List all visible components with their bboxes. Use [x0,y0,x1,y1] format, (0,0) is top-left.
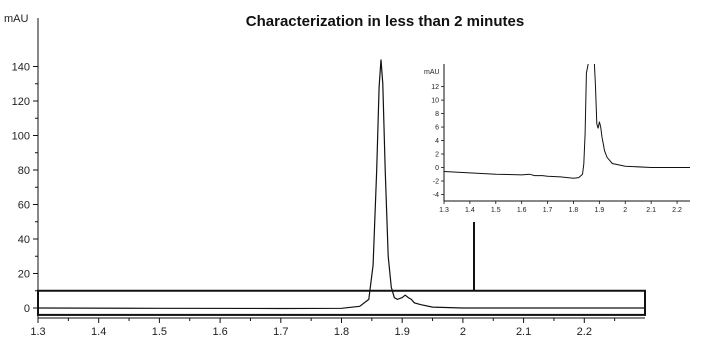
inset-chart: -4 -2 0 2 4 6 8 10 12 1.3 1.4 1.5 1.6 1.7 1.8 1.9 2 2.1 2.… [431,64,690,214]
main-y-tick-label: 60 [18,200,30,212]
inset-y-tick-label: -2 [433,178,439,185]
inset-y-tick-label: 6 [435,125,439,132]
main-x-tick-label: 1.5 [152,326,167,337]
main-x-tick-label: 1.6 [212,326,227,337]
inset-x-tick-label: 1.9 [595,207,605,214]
main-x-tick-label: 2.2 [577,326,592,337]
main-x-tick-label: 2 [460,326,466,337]
inset-x-tick-label: 1.3 [439,207,449,214]
inset-x-tick-label: 1.8 [569,207,579,214]
main-x-tick-label: 1.9 [395,326,410,337]
main-x-tick-label: 1.8 [334,326,349,337]
main-series-line [37,59,645,310]
main-x-tick-label: 1.3 [30,326,45,337]
inset-y-tick-label: 2 [435,152,439,159]
main-y-tick-label: 100 [12,131,30,143]
inset-y-tick-label: 8 [435,111,439,118]
chart-title: Characterization in less than 2 minutes [246,13,524,30]
inset-x-tick-label: 2.2 [672,207,682,214]
main-y-tick-label: 80 [18,165,30,177]
main-y-tick-label: 140 [12,62,30,74]
main-x-tick-label: 1.4 [91,326,106,337]
inset-y-tick-label: 0 [435,165,439,172]
inset-x-tick-label: 2.1 [646,207,656,214]
inset-y-unit-label: mAU [424,69,440,76]
inset-x-tick-label: 1.6 [517,207,527,214]
main-y-tick-label: 20 [18,269,30,281]
main-y-tick-label: 120 [12,96,30,108]
inset-series-line [444,64,690,179]
main-y-tick-label: 0 [24,303,30,315]
zoom-region-box [37,289,646,316]
inset-y-tick-label: -4 [433,192,439,199]
inset-y-tick-label: 12 [431,84,439,91]
inset-x-tick-label: 1.7 [543,207,553,214]
main-y-unit-label: mAU [4,13,29,25]
main-y-tick-label: 40 [18,234,30,246]
inset-x-tick-label: 2 [623,207,627,214]
main-x-tick-label: 2.1 [516,326,531,337]
inset-x-tick-label: 1.5 [491,207,501,214]
inset-y-tick-label: 10 [431,98,439,105]
main-x-tick-label: 1.7 [273,326,288,337]
inset-x-tick-label: 1.4 [465,207,475,214]
inset-y-tick-label: 4 [435,138,439,145]
